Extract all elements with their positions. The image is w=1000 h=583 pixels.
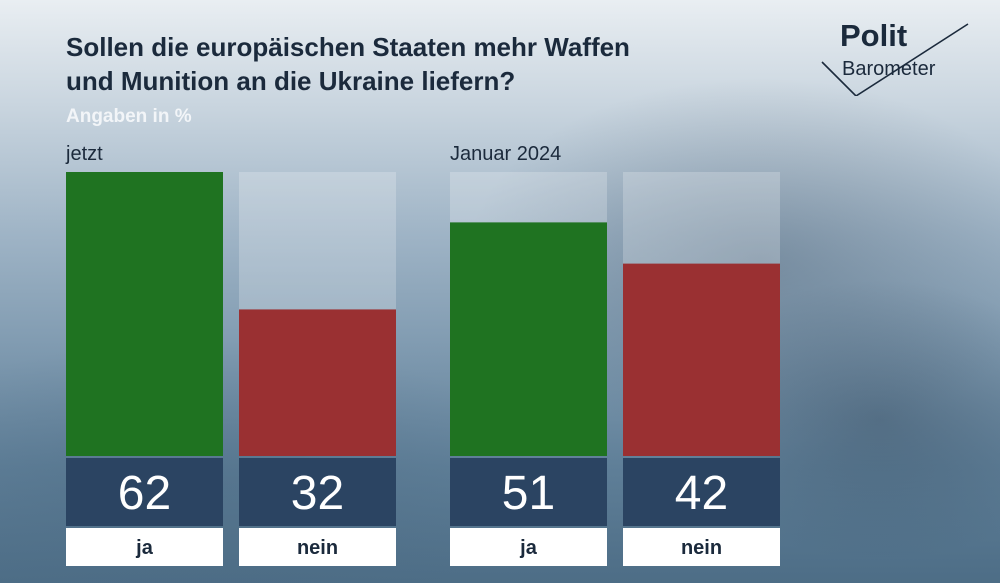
group-label-jetzt: jetzt bbox=[66, 143, 103, 165]
chart-title: Sollen die europäischen Staaten mehr Waf… bbox=[66, 30, 630, 98]
checkmark-logo-icon bbox=[821, 23, 969, 96]
politbarometer-logo: Polit Barometer bbox=[818, 18, 978, 96]
group-label-januar-2024: Januar 2024 bbox=[450, 143, 562, 165]
category-label-nein: nein bbox=[297, 537, 338, 559]
bar-ja bbox=[450, 222, 607, 456]
category-label-ja: ja bbox=[135, 537, 154, 559]
category-box bbox=[66, 528, 223, 566]
bar-group-1: 62 ja 32 nein bbox=[66, 172, 396, 566]
unit-label: Angaben in % bbox=[66, 106, 192, 127]
chart-title-line-1: Sollen die europäischen Staaten mehr Waf… bbox=[66, 32, 630, 62]
category-box bbox=[450, 528, 607, 566]
logo-word-barometer: Barometer bbox=[842, 58, 936, 80]
category-box bbox=[623, 528, 780, 566]
value-box bbox=[66, 458, 223, 526]
data-label-nein: 42 bbox=[675, 467, 728, 520]
value-box bbox=[450, 458, 607, 526]
value-box bbox=[239, 458, 396, 526]
chart-title-line-2: und Munition an die Ukraine liefern? bbox=[66, 66, 516, 96]
data-label-ja: 51 bbox=[502, 467, 555, 520]
data-label-ja: 62 bbox=[118, 467, 171, 520]
bar-nein bbox=[239, 309, 396, 456]
category-label-nein: nein bbox=[681, 537, 722, 559]
data-label-nein: 32 bbox=[291, 467, 344, 520]
bar-group-2: 51 ja 42 nein bbox=[450, 172, 780, 566]
category-label-ja: ja bbox=[519, 537, 538, 559]
category-box bbox=[239, 528, 396, 566]
bar-nein bbox=[623, 263, 780, 456]
logo-word-polit: Polit bbox=[840, 18, 908, 53]
value-box bbox=[623, 458, 780, 526]
bar-ja bbox=[66, 172, 223, 456]
